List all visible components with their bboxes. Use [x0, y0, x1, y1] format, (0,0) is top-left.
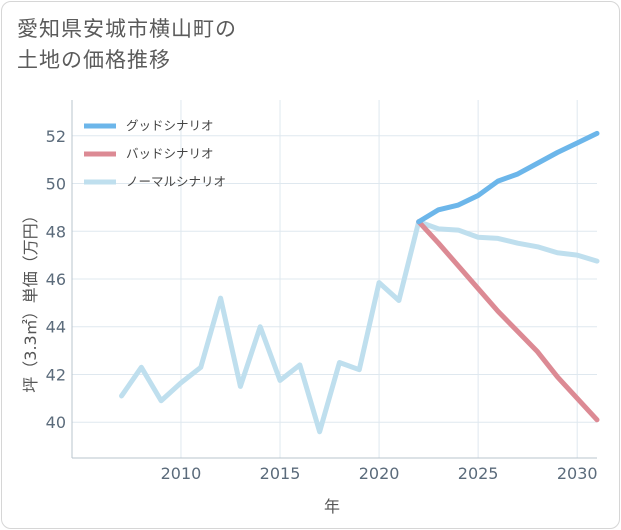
y-tick-label: 48 — [46, 222, 66, 241]
chart-title: 愛知県安城市横山町の 土地の価格推移 — [17, 14, 237, 76]
legend-label-2: ノーマルシナリオ — [126, 174, 226, 189]
series-line-2 — [119, 219, 600, 435]
series-line-0 — [416, 130, 600, 225]
x-tick-label: 2010 — [161, 464, 202, 483]
legend-label-1: バッドシナリオ — [126, 146, 214, 161]
y-tick-label: 46 — [46, 270, 66, 289]
axes: 40 42 44 46 48 50 52 2010 2015 2020 2025 2030 — [46, 100, 598, 483]
y-tick-label: 52 — [46, 127, 66, 146]
y-tick-label: 50 — [46, 175, 66, 194]
series-line-1 — [416, 219, 600, 423]
x-tick-label: 2025 — [458, 464, 499, 483]
y-tick-label: 40 — [46, 413, 66, 432]
grid-lines — [72, 100, 597, 458]
y-tick-label: 42 — [46, 365, 66, 384]
series-layer — [119, 130, 600, 435]
chart-title-line1: 愛知県安城市横山町の — [17, 17, 237, 41]
x-tick-label: 2030 — [557, 464, 598, 483]
y-tick-label: 44 — [46, 318, 66, 337]
x-tick-label: 2015 — [260, 464, 301, 483]
x-tick-label: 2020 — [359, 464, 400, 483]
x-axis-label: 年 — [324, 497, 340, 516]
chart-title-line2: 土地の価格推移 — [17, 48, 171, 72]
legend-label-0: グッドシナリオ — [126, 118, 214, 133]
y-axis-label: 坪（3.3㎡）単価（万円） — [21, 207, 40, 392]
